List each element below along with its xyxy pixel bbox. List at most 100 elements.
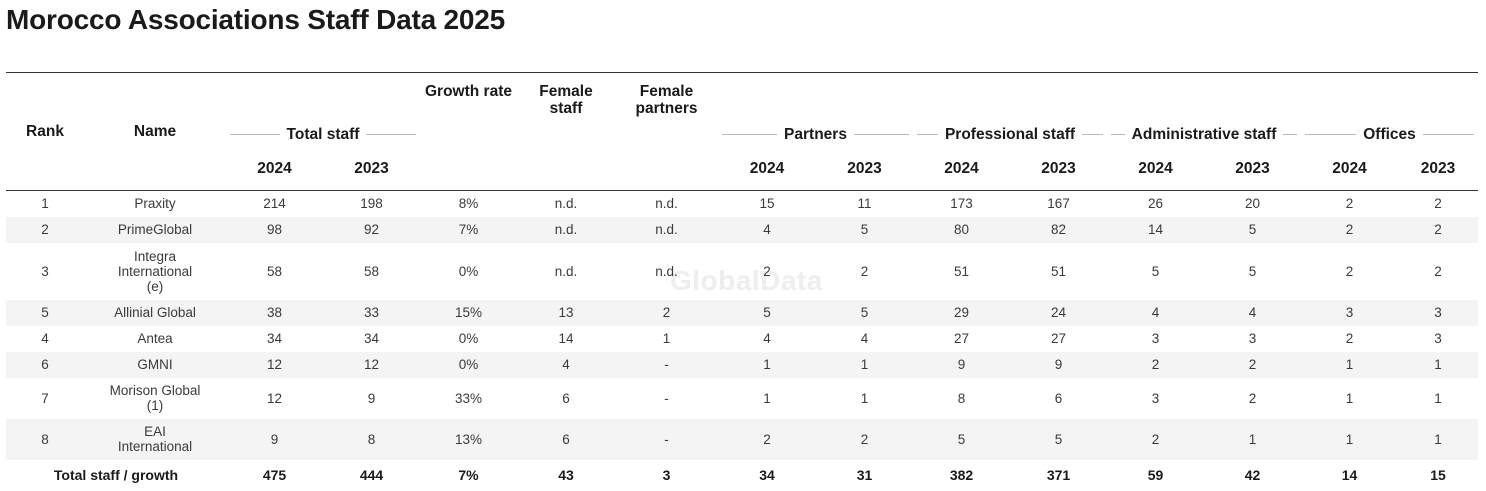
- total-female-partners: 3: [662, 466, 671, 483]
- total-staff-2024: 475: [262, 466, 287, 483]
- cell-growth-rate: 13%: [454, 431, 483, 447]
- cell-rank: 7: [41, 390, 49, 406]
- header-year-2023: 2023: [847, 159, 882, 177]
- cell-partners-2024: 4: [763, 331, 771, 346]
- cell-partners-2024: 2: [763, 431, 771, 447]
- cell-professional-2023: 6: [1054, 390, 1063, 406]
- cell-professional-2024: 8: [957, 390, 966, 406]
- cell-female-partners: 2: [662, 305, 671, 320]
- cell-offices-2024: 2: [1345, 222, 1354, 237]
- cell-total-staff-2024: 9: [270, 431, 279, 447]
- cell-professional-2024: 9: [957, 357, 966, 372]
- cell-female-staff: 14: [558, 331, 574, 346]
- cell-professional-2023: 167: [1047, 196, 1070, 212]
- header-partners-label: Partners: [784, 126, 847, 143]
- cell-total-staff-2023: 58: [363, 263, 380, 279]
- cell-partners-2024: 5: [763, 305, 771, 320]
- header-offices: Offices: [1301, 73, 1478, 152]
- header-year-2024: 2024: [944, 159, 979, 177]
- cell-administrative-2024: 2: [1151, 431, 1160, 447]
- total-partners-2024: 34: [759, 466, 775, 483]
- cell-name: EAI International: [117, 424, 193, 454]
- cell-female-partners: n.d.: [655, 263, 678, 279]
- cell-growth-rate: 8%: [458, 196, 479, 212]
- cell-administrative-2024: 14: [1147, 222, 1164, 237]
- cell-rank: 3: [41, 263, 49, 279]
- cell-partners-2024: 2: [763, 263, 771, 279]
- page-title: Morocco Associations Staff Data 2025: [6, 4, 506, 35]
- cell-partners-2024: 1: [763, 357, 771, 372]
- table-row: 5 Allinial Global 38 33 15% 13 2 5 5 29 …: [6, 299, 1479, 326]
- cell-name: PrimeGlobal: [117, 222, 193, 237]
- cell-total-staff-2024: 38: [266, 305, 283, 320]
- cell-partners-2023: 2: [860, 431, 869, 447]
- cell-name: Integra International (e): [117, 248, 193, 294]
- header-year-2024: 2024: [1138, 159, 1173, 177]
- staff-table: Rank Name Total staff Growth rate Female…: [6, 72, 1479, 491]
- cell-total-staff-2024: 214: [263, 196, 286, 212]
- header-professional-staff-label: Professional staff: [944, 126, 1076, 143]
- cell-female-partners: -: [664, 390, 669, 406]
- cell-growth-rate: 0%: [458, 331, 479, 346]
- cell-name: Morison Global (1): [109, 383, 201, 413]
- cell-administrative-2024: 5: [1151, 263, 1160, 279]
- cell-total-staff-2024: 98: [266, 222, 283, 237]
- cell-partners-2024: 15: [759, 196, 775, 212]
- cell-administrative-2024: 3: [1151, 390, 1160, 406]
- cell-total-staff-2023: 9: [367, 390, 376, 406]
- cell-female-partners: n.d.: [655, 196, 678, 212]
- cell-professional-2024: 173: [950, 196, 973, 212]
- cell-professional-2024: 27: [953, 331, 970, 346]
- cell-female-staff: n.d.: [554, 263, 578, 279]
- cell-growth-rate: 7%: [458, 222, 479, 237]
- cell-professional-2024: 5: [957, 431, 966, 447]
- cell-offices-2023: 3: [1434, 331, 1442, 346]
- cell-partners-2023: 11: [857, 196, 872, 212]
- cell-name: Allinial Global: [114, 305, 196, 320]
- cell-offices-2023: 1: [1434, 431, 1442, 447]
- cell-offices-2023: 1: [1434, 390, 1442, 406]
- cell-female-staff: 6: [562, 390, 570, 406]
- cell-total-staff-2023: 198: [360, 196, 383, 212]
- total-row: Total staff / growth 475 444 7% 43 3 34 …: [6, 460, 1478, 491]
- total-partners-2023: 31: [856, 466, 873, 483]
- cell-rank: 2: [41, 222, 49, 237]
- header-year-2023: 2023: [354, 159, 389, 177]
- cell-total-staff-2024: 34: [266, 331, 283, 346]
- header-female-partners: Female partners: [635, 83, 698, 117]
- cell-female-staff: 6: [562, 431, 570, 447]
- cell-administrative-2023: 4: [1248, 305, 1257, 320]
- cell-female-staff: n.d.: [554, 196, 578, 212]
- cell-professional-2024: 80: [953, 222, 970, 237]
- header-partners: Partners: [718, 73, 913, 152]
- cell-female-partners: -: [664, 357, 669, 372]
- cell-total-staff-2023: 8: [367, 431, 376, 447]
- cell-offices-2024: 2: [1345, 331, 1354, 346]
- total-offices-2024: 14: [1341, 466, 1358, 483]
- cell-rank: 5: [41, 305, 49, 320]
- cell-female-staff: 4: [562, 357, 570, 372]
- header-rank: Rank: [26, 123, 64, 140]
- cell-administrative-2023: 2: [1248, 357, 1257, 372]
- cell-offices-2023: 1: [1434, 357, 1442, 372]
- cell-administrative-2024: 26: [1147, 196, 1164, 212]
- cell-professional-2023: 27: [1050, 331, 1067, 346]
- header-year-2023: 2023: [1420, 159, 1456, 177]
- cell-total-staff-2023: 12: [363, 357, 380, 372]
- cell-administrative-2023: 1: [1248, 431, 1257, 447]
- cell-offices-2024: 1: [1345, 357, 1354, 372]
- table-row: 8 EAI International 9 8 13% 6 - 2 2 5 5 …: [6, 418, 1479, 460]
- total-label: Total staff / growth: [53, 466, 179, 483]
- cell-total-staff-2023: 92: [363, 222, 380, 237]
- cell-offices-2023: 2: [1434, 222, 1442, 237]
- header-year-2024: 2024: [1332, 159, 1367, 177]
- cell-female-partners: 1: [662, 331, 671, 346]
- cell-offices-2024: 2: [1345, 263, 1354, 279]
- total-staff-2023: 444: [359, 466, 384, 483]
- cell-total-staff-2023: 33: [363, 305, 380, 320]
- cell-total-staff-2024: 58: [266, 263, 283, 279]
- cell-professional-2023: 51: [1050, 263, 1067, 279]
- cell-name: GMNI: [137, 357, 173, 372]
- header-female-staff: Female staff: [539, 83, 593, 117]
- cell-offices-2023: 2: [1434, 263, 1442, 279]
